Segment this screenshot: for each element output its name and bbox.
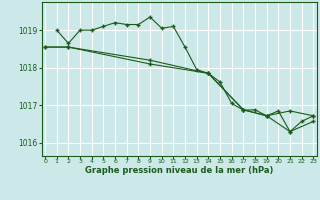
X-axis label: Graphe pression niveau de la mer (hPa): Graphe pression niveau de la mer (hPa) — [85, 166, 273, 175]
